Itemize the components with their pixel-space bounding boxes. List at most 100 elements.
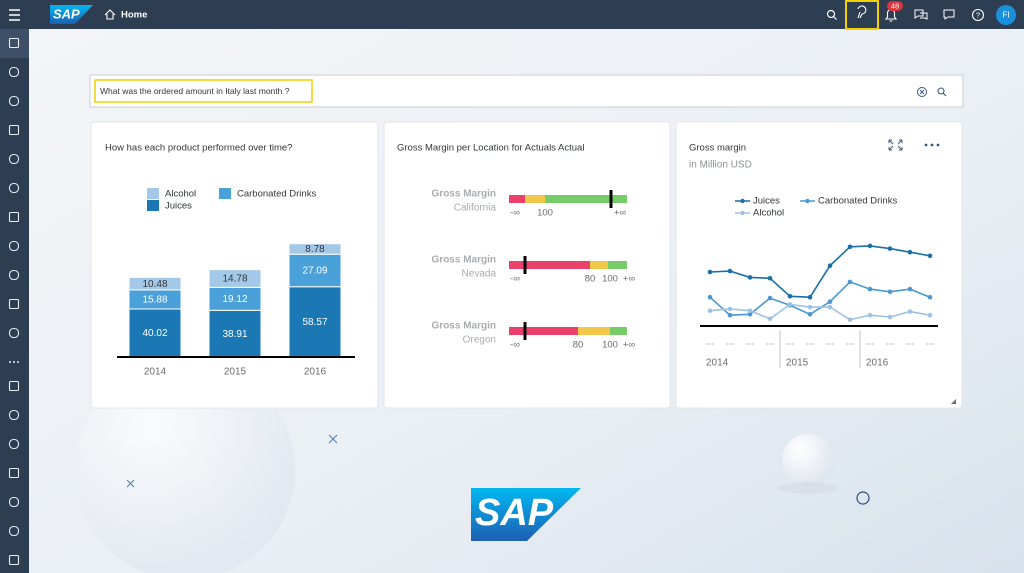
decor-bubble	[782, 434, 834, 486]
nav-dot	[13, 361, 15, 363]
series-line	[709, 303, 931, 321]
help-glyph: ?	[976, 10, 980, 19]
legend-marker	[805, 198, 810, 204]
bullet-bar	[509, 190, 627, 208]
bullet-bar	[509, 256, 627, 274]
bullet-tick: 80	[573, 340, 584, 351]
point	[927, 253, 933, 259]
bullet-marker	[523, 256, 527, 274]
side-nav	[0, 29, 29, 573]
home-link[interactable]: Home	[121, 10, 147, 21]
x-tick-label: ···	[886, 338, 895, 348]
clear-glyph	[919, 89, 925, 95]
resize-handle[interactable]	[951, 399, 956, 404]
legend-marker	[740, 210, 745, 216]
nav-icon[interactable]	[8, 380, 20, 392]
nav-icon[interactable]	[8, 95, 20, 107]
nav-icon[interactable]	[8, 211, 20, 223]
x-tick-label: ···	[826, 338, 835, 348]
x-tick-label: ···	[786, 338, 795, 348]
nav-icon[interactable]	[8, 240, 20, 252]
point	[807, 304, 813, 310]
bullet-tick: 100	[602, 274, 618, 285]
bar-segment	[208, 309, 262, 358]
x-tick-label: ···	[926, 338, 935, 348]
legend-swatch	[147, 200, 159, 211]
nav-icon[interactable]	[8, 525, 20, 537]
legend-swatch	[147, 188, 159, 199]
point	[807, 312, 813, 317]
chat-icon[interactable]	[914, 9, 928, 20]
more-button[interactable]	[924, 143, 940, 147]
group-label: 2015	[786, 358, 809, 369]
nav-item-active[interactable]	[0, 29, 29, 58]
x-tick-label: ···	[866, 338, 875, 348]
data-label: 58.57	[302, 317, 327, 328]
point	[847, 317, 853, 323]
nav-dot	[9, 361, 11, 363]
point	[907, 286, 913, 292]
search-button[interactable]	[937, 87, 945, 95]
home-icon[interactable]	[104, 9, 116, 20]
legend-label: Alcohol	[753, 208, 784, 219]
help-icon[interactable]	[971, 8, 985, 22]
point	[707, 294, 713, 300]
decor-ring	[856, 491, 870, 505]
clear-button[interactable]	[917, 87, 927, 97]
x-tick-label: ···	[706, 338, 715, 348]
point	[727, 268, 733, 274]
nav-icon[interactable]	[8, 409, 20, 421]
nav-icon[interactable]	[8, 37, 20, 49]
menu-button[interactable]	[9, 9, 20, 21]
point	[787, 294, 793, 299]
row-location: Oregon	[463, 335, 496, 346]
x-tick-label: 2015	[224, 367, 247, 378]
logo-text: SAP	[53, 6, 80, 21]
nav-icon[interactable]	[8, 124, 20, 136]
point	[887, 314, 893, 320]
x-tick-label: ···	[846, 338, 855, 348]
bullet-tick: -∞	[510, 208, 520, 219]
bullet-tick: 100	[537, 208, 553, 219]
bullet-tick: 100	[602, 340, 618, 351]
nav-icon[interactable]	[8, 438, 20, 450]
nav-icon[interactable]	[8, 298, 20, 310]
point	[847, 279, 853, 285]
nav-icon[interactable]	[8, 66, 20, 78]
bar-segment	[128, 276, 182, 291]
point	[807, 294, 813, 300]
legend-label: Juices	[753, 196, 780, 207]
nav-icon[interactable]	[8, 153, 20, 165]
nav-icon[interactable]	[8, 327, 20, 339]
search-query: What was the ordered amount in Italy las…	[100, 86, 290, 96]
expand-button[interactable]	[888, 139, 903, 151]
row-location: California	[454, 203, 497, 214]
feedback-icon[interactable]	[943, 9, 955, 20]
search-icon-handle	[833, 16, 837, 20]
card-title: Gross margin	[689, 143, 746, 154]
card-subtitle: in Million USD	[689, 160, 752, 171]
point	[747, 308, 753, 314]
point	[927, 312, 933, 318]
nav-icon[interactable]	[8, 182, 20, 194]
bullet-bar	[509, 322, 627, 340]
decor-cross	[328, 434, 338, 444]
nav-icons	[8, 37, 20, 566]
nav-icon[interactable]	[8, 467, 20, 479]
nav-icon[interactable]	[8, 496, 20, 508]
point	[927, 294, 933, 300]
avatar[interactable]	[996, 5, 1016, 25]
legend-label: Alcohol	[165, 189, 196, 200]
nav-icon[interactable]	[8, 269, 20, 281]
nav-icon[interactable]	[8, 554, 20, 566]
legend-swatch	[219, 188, 231, 199]
search-icon[interactable]	[826, 9, 836, 19]
point	[867, 286, 873, 292]
bullet-marker	[609, 190, 613, 208]
logo[interactable]	[50, 5, 93, 24]
card-title: How has each product performed over time…	[105, 143, 292, 154]
copilot-highlight[interactable]	[845, 0, 879, 30]
point	[727, 312, 733, 318]
legend-marker	[740, 198, 745, 204]
